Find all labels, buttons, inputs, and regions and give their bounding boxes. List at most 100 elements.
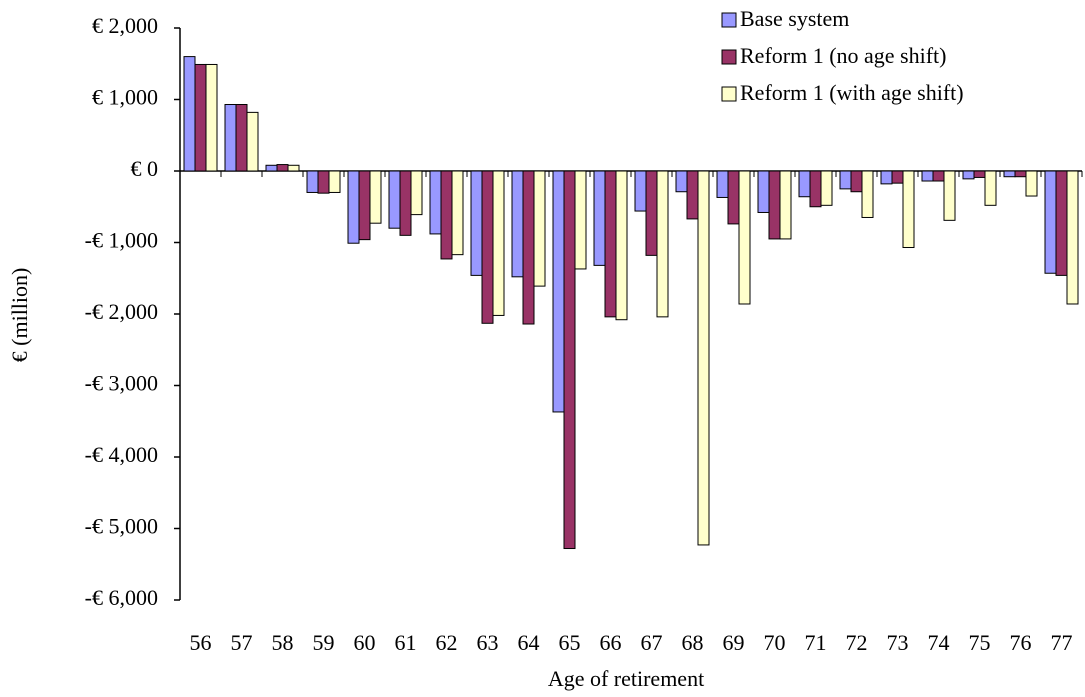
bar <box>1044 170 1057 274</box>
y-tick-label: -€ 1,000 <box>85 228 158 253</box>
x-tick-label: 68 <box>682 630 704 655</box>
x-tick-label: 58 <box>272 630 294 655</box>
bar <box>563 170 576 550</box>
bar <box>429 170 442 235</box>
y-tick-label: -€ 4,000 <box>85 442 158 467</box>
bar <box>1014 170 1027 178</box>
bar <box>798 170 811 198</box>
bar <box>902 170 915 249</box>
bar <box>470 170 483 276</box>
x-tick-label: 60 <box>354 630 376 655</box>
x-tick-label: 63 <box>477 630 499 655</box>
bar <box>880 170 893 185</box>
bar <box>481 170 494 324</box>
bar <box>1066 170 1079 305</box>
x-tick-label: 73 <box>887 630 909 655</box>
bar <box>522 170 535 325</box>
bar <box>265 164 278 172</box>
bar <box>306 170 319 193</box>
bar <box>183 56 196 172</box>
bar <box>943 170 956 221</box>
bar <box>369 170 382 224</box>
x-tick-label: 74 <box>928 630 950 655</box>
bar <box>675 170 688 193</box>
x-tick-label: 66 <box>600 630 622 655</box>
bar <box>440 170 453 260</box>
bar <box>727 170 740 225</box>
bar <box>410 170 423 216</box>
bar <box>716 170 729 198</box>
bar <box>768 170 781 240</box>
bar <box>697 170 710 546</box>
bar <box>451 170 464 256</box>
y-tick-label: € 2,000 <box>92 13 158 38</box>
x-tick-label: 67 <box>641 630 663 655</box>
bar <box>1003 170 1016 178</box>
legend-label: Reform 1 (no age shift) <box>740 43 947 68</box>
bar <box>347 170 360 244</box>
bar <box>1055 170 1068 276</box>
legend-label: Reform 1 (with age shift) <box>740 80 964 105</box>
bar <box>861 170 874 218</box>
bar <box>246 111 259 172</box>
bar <box>552 170 565 413</box>
bar <box>891 170 904 184</box>
bar <box>809 170 822 208</box>
bar <box>205 63 218 172</box>
x-tick-label: 77 <box>1051 630 1073 655</box>
bar <box>593 170 606 266</box>
x-tick-label: 59 <box>313 630 335 655</box>
bar <box>317 170 330 194</box>
bar <box>358 170 371 241</box>
bar <box>962 170 975 180</box>
x-tick-label: 69 <box>723 630 745 655</box>
x-tick-label: 75 <box>969 630 991 655</box>
x-tick-label: 64 <box>518 630 540 655</box>
bar <box>932 170 945 182</box>
bar <box>235 104 248 172</box>
legend-swatch <box>721 86 737 102</box>
bar <box>921 170 934 182</box>
x-tick-label: 65 <box>559 630 581 655</box>
bar <box>656 170 669 318</box>
x-tick-label: 70 <box>764 630 786 655</box>
y-tick-label: -€ 2,000 <box>85 299 158 324</box>
bar <box>574 170 587 270</box>
bar <box>634 170 647 212</box>
x-tick-label: 57 <box>231 630 253 655</box>
bar <box>1025 170 1038 197</box>
bar <box>287 164 300 172</box>
bar <box>645 170 658 256</box>
bar <box>839 170 852 190</box>
bar <box>984 170 997 206</box>
x-tick-label: 61 <box>395 630 417 655</box>
y-tick-label: -€ 5,000 <box>85 514 158 539</box>
bar <box>276 164 289 172</box>
x-tick-label: 72 <box>846 630 868 655</box>
bar <box>533 170 546 287</box>
y-tick-label: € 1,000 <box>92 85 158 110</box>
y-tick-label: -€ 6,000 <box>85 585 158 610</box>
bar <box>757 170 770 213</box>
bar <box>399 170 412 236</box>
x-tick-label: 62 <box>436 630 458 655</box>
bar <box>850 170 863 193</box>
bar <box>686 170 699 220</box>
bar <box>738 170 751 305</box>
y-tick-label: € 0 <box>131 156 159 181</box>
x-tick-label: 56 <box>190 630 212 655</box>
x-axis-label: Age of retirement <box>548 666 704 691</box>
bar <box>615 170 628 321</box>
x-tick-label: 76 <box>1010 630 1032 655</box>
bar <box>328 170 341 193</box>
bar <box>973 170 986 178</box>
y-axis-label: € (million) <box>7 268 32 363</box>
legend-swatch <box>721 12 737 28</box>
bar <box>194 63 207 172</box>
bar <box>388 170 401 229</box>
legend-label: Base system <box>740 6 849 31</box>
x-tick-label: 71 <box>805 630 827 655</box>
bar <box>604 170 617 318</box>
bar <box>779 170 792 240</box>
